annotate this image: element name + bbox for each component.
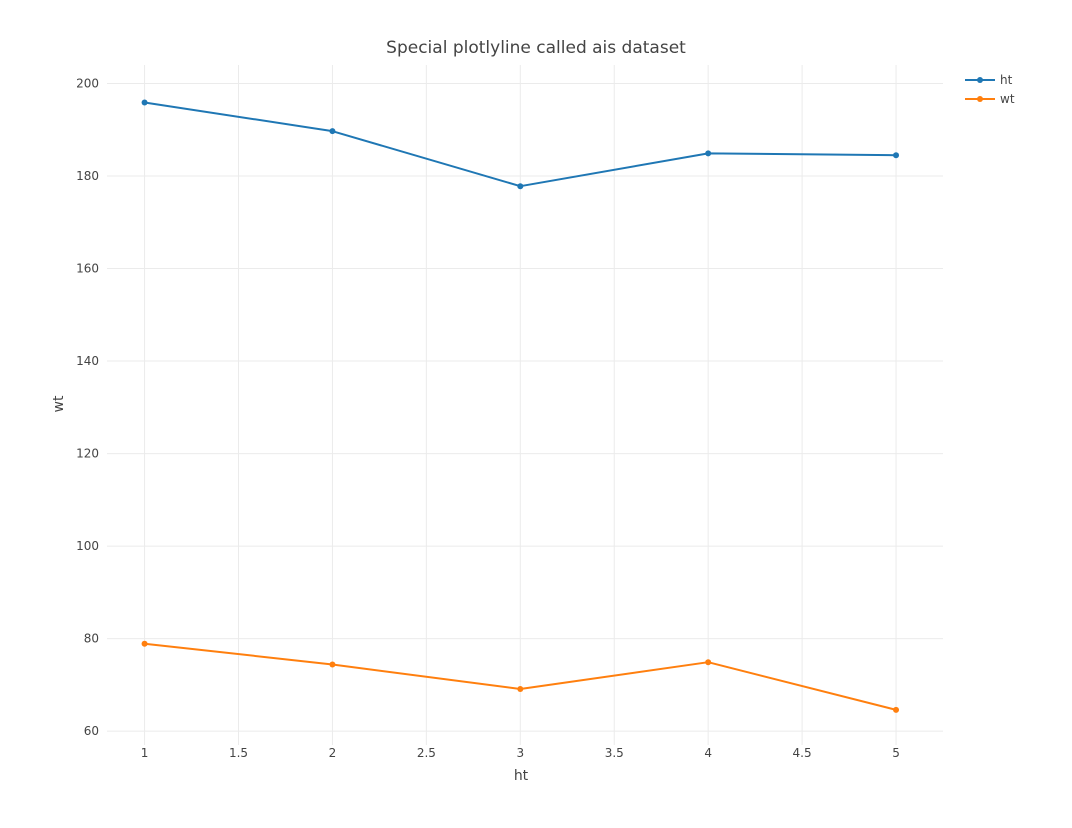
x-tick-label: 2.5 [417,746,436,760]
x-tick-label: 3.5 [605,746,624,760]
x-tick-label: 4.5 [793,746,812,760]
series-wt [141,640,900,713]
data-point-wt[interactable] [329,661,336,668]
data-point-wt[interactable] [517,686,524,693]
legend-label-ht: ht [1000,73,1013,87]
y-tick-label: 140 [76,354,99,368]
x-tick-label: 1.5 [229,746,248,760]
chart-title: Special plotlyline called ais dataset [386,38,686,58]
series-ht [141,99,900,190]
y-tick-label: 200 [76,77,99,91]
data-point-ht[interactable] [141,99,148,106]
data-point-wt[interactable] [893,706,900,713]
data-point-wt[interactable] [705,659,712,666]
y-tick-label: 100 [76,539,99,553]
x-tick-label: 1 [141,746,149,760]
data-point-ht[interactable] [705,150,712,157]
legend-item-wt[interactable]: wt [965,92,1015,106]
y-tick-label: 160 [76,262,99,276]
x-tick-label: 5 [892,746,900,760]
legend-label-wt: wt [1000,92,1015,106]
x-tick-label: 4 [704,746,712,760]
y-axis-ticks: 60 80 100 120 140 160 180 200 [76,77,99,739]
y-tick-label: 120 [76,447,99,461]
series-group [141,99,900,713]
y-tick-label: 80 [84,632,99,646]
data-point-ht[interactable] [517,183,524,190]
y-tick-label: 180 [76,169,99,183]
x-axis-ticks: 1 1.5 2 2.5 3 3.5 4 4.5 5 [141,746,900,760]
y-tick-label: 60 [84,724,99,738]
legend-marker-ht [977,77,983,83]
data-point-wt[interactable] [141,640,148,647]
legend-item-ht[interactable]: ht [965,73,1013,87]
legend-marker-wt [977,96,983,102]
data-point-ht[interactable] [893,152,900,159]
legend[interactable]: ht wt [965,73,1015,106]
y-axis-title: wt [51,395,67,412]
data-point-ht[interactable] [329,128,336,135]
x-axis-title: ht [514,768,529,784]
x-tick-label: 2 [329,746,337,760]
grid [107,65,943,745]
x-tick-label: 3 [516,746,524,760]
